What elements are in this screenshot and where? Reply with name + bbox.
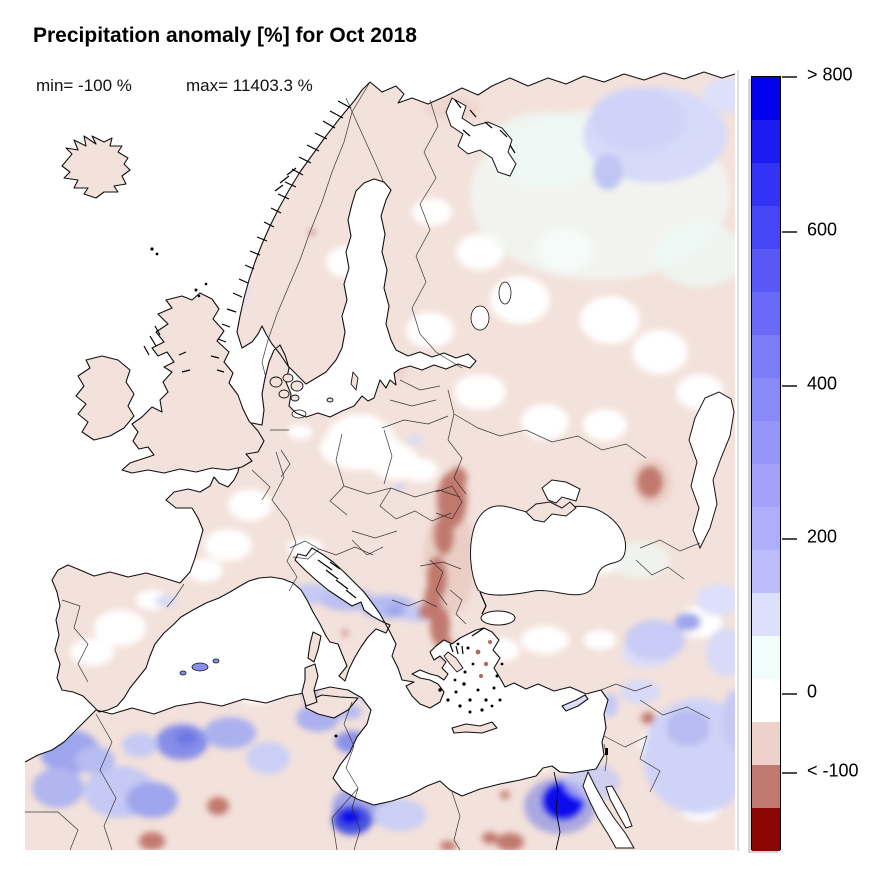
colorbar-band xyxy=(752,249,780,292)
tick-label: > 800 xyxy=(807,64,853,85)
max-value-label: max= 11403.3 % xyxy=(186,76,313,95)
colorbar-band xyxy=(752,765,780,808)
min-value-label: min= -100 % xyxy=(36,76,132,95)
tick-mark xyxy=(782,693,797,695)
figure-title: Precipitation anomaly [%] for Oct 2018 xyxy=(33,24,417,47)
tick-mark xyxy=(782,385,797,387)
tick-mark xyxy=(782,76,797,78)
anomaly-blobs xyxy=(32,77,735,850)
colorbar-band xyxy=(752,550,780,593)
tick-mark xyxy=(782,772,797,774)
country-borders xyxy=(25,81,711,851)
tick-label: < -100 xyxy=(807,760,859,781)
colorbar-band xyxy=(752,206,780,249)
colorbar-band xyxy=(752,464,780,507)
coastlines xyxy=(24,71,736,806)
tick-label: 0 xyxy=(807,681,818,702)
colorbar-band xyxy=(752,120,780,163)
small-islands xyxy=(150,247,608,755)
lake-onega xyxy=(498,281,512,305)
colorbar-band xyxy=(752,421,780,464)
colorbar: > 800 600 400 200 0 < -100 xyxy=(751,65,875,851)
tick-mark xyxy=(782,231,797,233)
black-sea xyxy=(470,505,627,596)
crimea xyxy=(525,501,577,523)
red-sea xyxy=(582,770,635,849)
sea-of-marmara xyxy=(480,610,516,626)
colorbar-band xyxy=(752,77,780,120)
lake-ladoga xyxy=(470,305,490,331)
tick-label: 600 xyxy=(807,219,838,240)
colorbar-band xyxy=(752,163,780,206)
colorbar-band xyxy=(752,378,780,421)
interior-seas xyxy=(291,97,735,849)
gulf-of-aqaba xyxy=(605,785,633,829)
colorbar-band xyxy=(752,722,780,765)
caspian-sea xyxy=(688,391,735,550)
tick-label: 200 xyxy=(807,526,838,547)
colorbar-band xyxy=(752,335,780,378)
colorbar-band xyxy=(752,808,780,851)
colorbar-band xyxy=(752,679,780,722)
colorbar-band xyxy=(752,593,780,636)
tick-label: 400 xyxy=(807,373,838,394)
sea-of-azov xyxy=(541,479,581,504)
tick-mark xyxy=(782,538,797,540)
colorbar-band xyxy=(752,636,780,679)
colorbar-band xyxy=(752,507,780,550)
colorbar-band xyxy=(752,292,780,335)
colorbar-bands xyxy=(751,76,781,851)
fjord-and-island-details xyxy=(143,99,561,851)
white-sea xyxy=(445,97,517,177)
